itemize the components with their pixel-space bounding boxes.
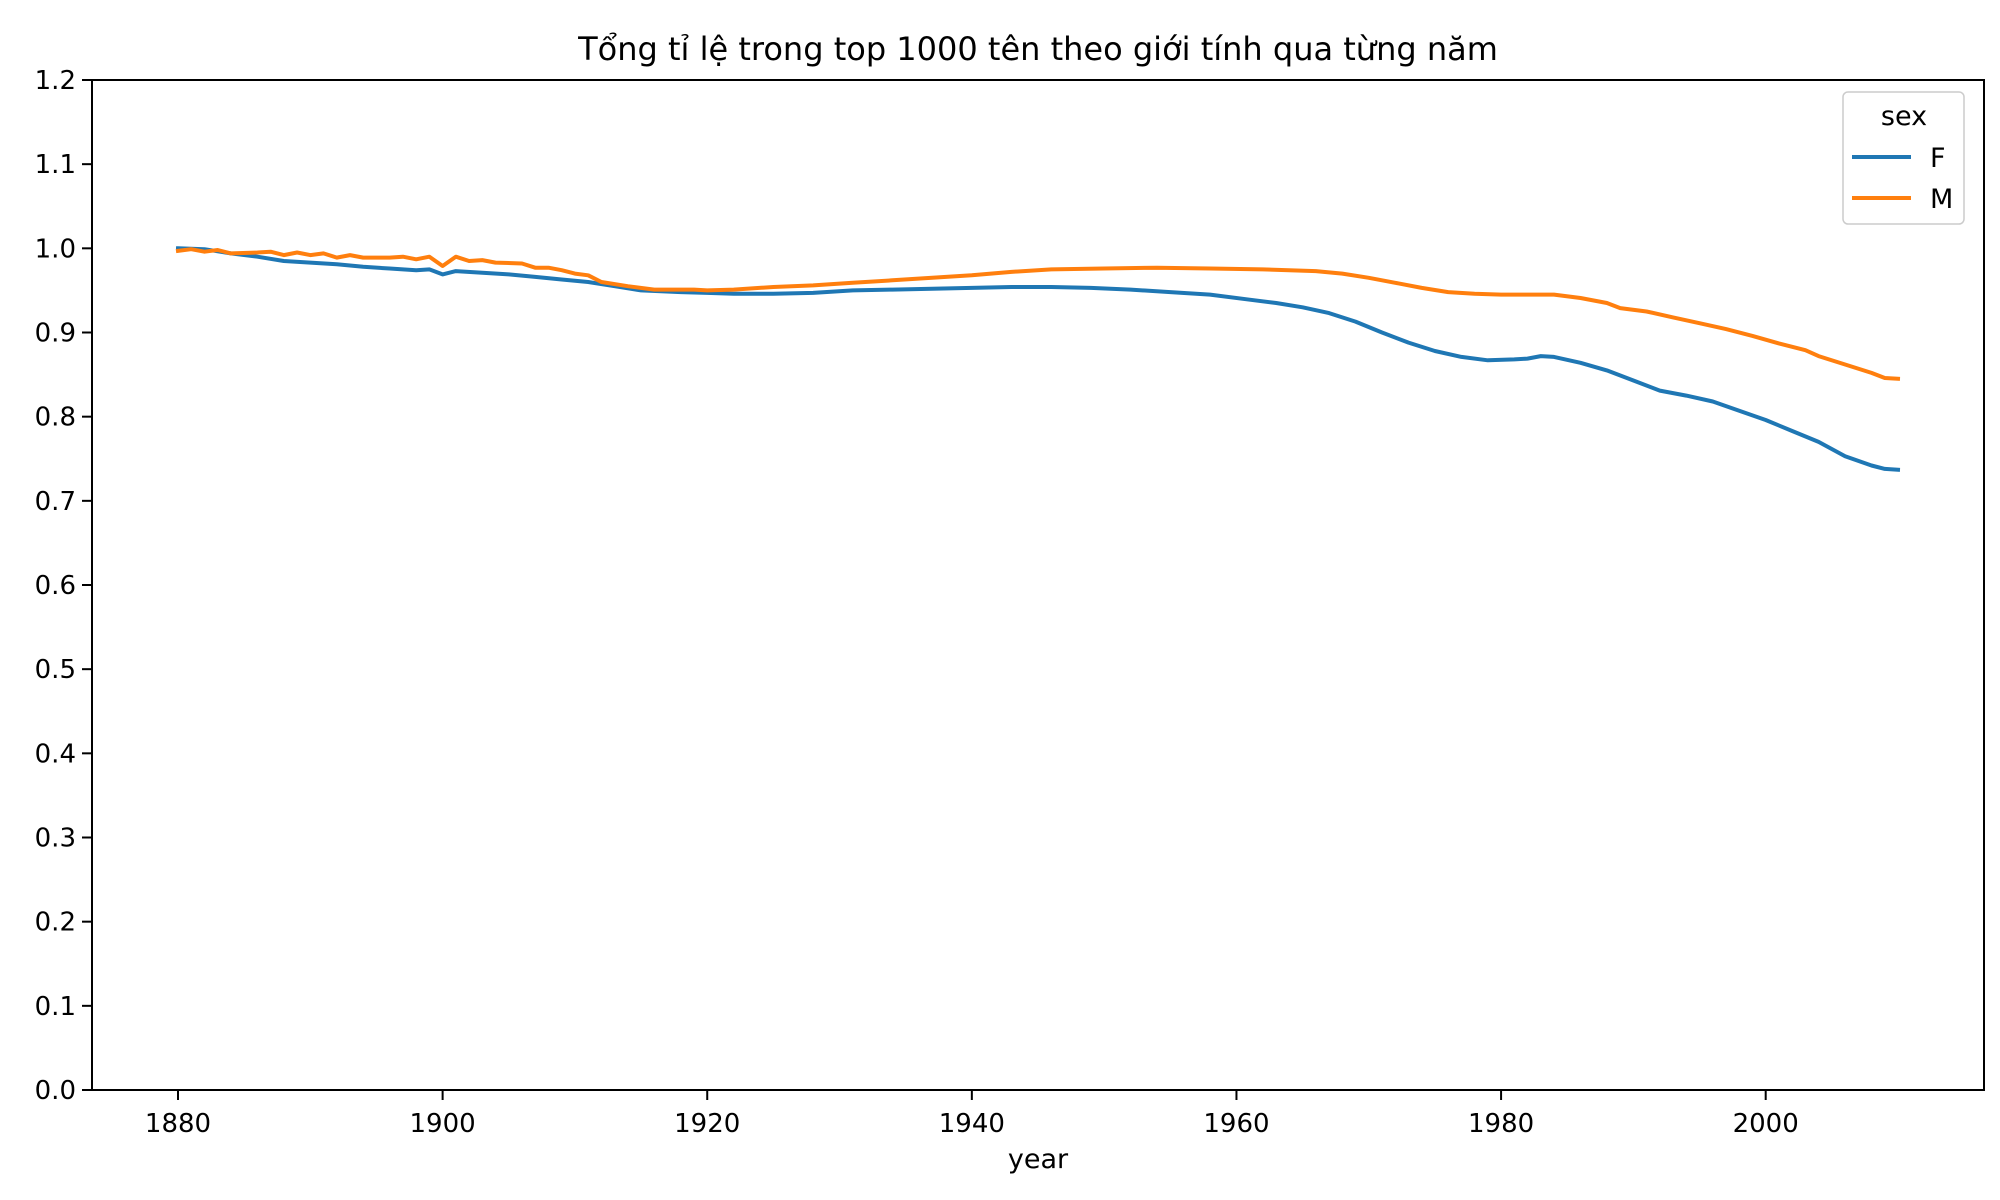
y-tick-label: 0.6 [35, 571, 76, 601]
x-axis: 1880 1900 1920 1940 1960 1980 2000 [145, 1090, 1799, 1139]
x-tick-label: 1960 [1203, 1109, 1269, 1139]
x-tick-label: 1900 [410, 1109, 476, 1139]
x-tick-label: 1940 [939, 1109, 1005, 1139]
legend-label-f: F [1930, 143, 1946, 174]
y-tick-label: 0.3 [35, 824, 76, 854]
y-tick-label: 1.0 [35, 234, 76, 264]
y-tick-label: 0.4 [35, 739, 76, 769]
y-tick-label: 0.8 [35, 403, 76, 433]
plot-frame [91, 79, 1985, 1091]
y-tick-label: 0.9 [35, 319, 76, 349]
y-tick-label: 0.1 [35, 992, 76, 1022]
series-line-f [175, 246, 1901, 472]
x-tick-label: 1880 [145, 1109, 211, 1139]
y-tick-label: 1.2 [35, 66, 76, 96]
x-tick-label: 2000 [1733, 1109, 1799, 1139]
x-tick-label: 1920 [674, 1109, 740, 1139]
legend: sex F M [1842, 91, 1965, 225]
series-line-m [175, 247, 1901, 381]
legend-title: sex [1881, 101, 1927, 132]
y-tick-label: 0.5 [35, 655, 76, 685]
legend-label-m: M [1930, 184, 1953, 215]
series-layer [175, 246, 1901, 472]
x-axis-label: year [1008, 1144, 1069, 1175]
y-tick-label: 0.2 [35, 908, 76, 938]
chart-title: Tổng tỉ lệ trong top 1000 tên theo giới … [577, 30, 1498, 68]
y-tick-label: 0.7 [35, 487, 76, 517]
y-axis: 0.0 0.1 0.2 0.3 0.4 0.5 0.6 0.7 0.8 0.9 1.0 1.1 1.2 [35, 66, 92, 1106]
y-tick-label: 1.1 [35, 150, 76, 180]
y-tick-label: 0.0 [35, 1076, 76, 1106]
x-tick-label: 1980 [1468, 1109, 1534, 1139]
